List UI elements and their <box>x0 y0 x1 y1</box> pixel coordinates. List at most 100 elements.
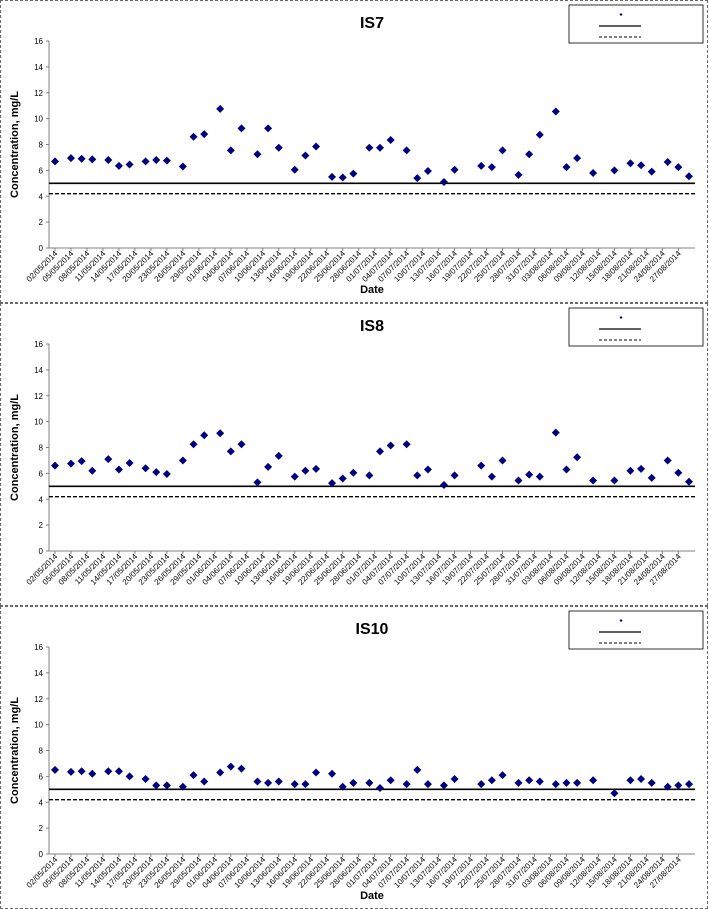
data-point <box>551 428 560 437</box>
data-point <box>312 142 321 151</box>
data-point <box>162 781 171 790</box>
y-tick-label: 16 <box>34 340 43 349</box>
data-point <box>647 167 656 176</box>
data-point <box>226 762 235 771</box>
data-point <box>589 168 598 177</box>
data-point <box>264 462 273 471</box>
data-point <box>237 764 246 773</box>
data-point <box>301 780 310 789</box>
data-point <box>66 154 75 163</box>
data-point <box>525 470 534 479</box>
y-axis-label: Concentration, mg/L <box>9 697 21 804</box>
data-point <box>88 769 97 778</box>
y-tick-label: 8 <box>39 141 44 150</box>
data-point <box>338 173 347 182</box>
data-point <box>141 774 150 783</box>
data-point <box>51 157 59 166</box>
data-point <box>264 778 273 787</box>
data-point <box>178 162 187 171</box>
data-point <box>290 165 299 174</box>
data-point <box>487 472 496 481</box>
data-point <box>189 440 198 449</box>
data-point <box>125 772 134 781</box>
data-point <box>450 471 459 480</box>
data-point <box>338 474 347 483</box>
y-tick-label: 6 <box>39 469 44 478</box>
chart-panel-is8: IS8 Concentration, mg/L 0 2 4 6 8 10 12 14 16 02/05… <box>0 303 708 606</box>
data-point <box>402 146 411 155</box>
data-point <box>328 769 337 778</box>
y-tick-label: 4 <box>39 192 44 201</box>
data-point <box>216 768 225 777</box>
y-tick-label: 14 <box>34 63 43 72</box>
data-point <box>450 774 459 783</box>
data-point <box>253 150 262 159</box>
data-point <box>525 776 534 785</box>
data-point <box>637 774 646 783</box>
data-point <box>104 455 113 464</box>
data-point <box>562 163 571 172</box>
data-point <box>375 784 384 793</box>
data-point <box>125 160 134 169</box>
data-point <box>562 778 571 787</box>
data-point <box>88 155 97 164</box>
data-point <box>439 481 448 490</box>
data-point <box>274 451 283 460</box>
data-point <box>189 771 198 780</box>
data-point <box>77 457 86 466</box>
data-point <box>535 130 544 139</box>
data-point <box>226 146 235 155</box>
y-tick-label: 16 <box>34 37 43 46</box>
data-point <box>365 778 374 787</box>
data-point <box>51 765 59 774</box>
data-point <box>162 156 171 165</box>
data-point <box>573 778 582 787</box>
data-point <box>349 169 358 178</box>
data-point <box>274 143 283 152</box>
y-tick-label: 0 <box>39 547 44 556</box>
data-point <box>152 156 161 165</box>
data-point <box>514 170 523 179</box>
y-tick-label: 8 <box>39 747 44 756</box>
data-point <box>114 161 123 170</box>
y-tick-label: 16 <box>34 643 43 652</box>
data-point <box>365 143 374 152</box>
data-point <box>386 441 395 450</box>
y-tick-label: 0 <box>39 244 44 253</box>
data-point <box>114 465 123 474</box>
y-tick-label: 14 <box>34 669 43 678</box>
data-point <box>200 130 209 139</box>
data-point <box>237 440 246 449</box>
data-point <box>498 146 507 155</box>
data-point <box>365 471 374 480</box>
data-point <box>477 461 486 470</box>
y-tick-label: 6 <box>39 166 44 175</box>
data-point <box>514 476 523 485</box>
data-point <box>439 781 448 790</box>
data-point <box>663 456 672 465</box>
data-point <box>51 461 59 470</box>
data-point <box>439 178 448 187</box>
data-point <box>423 167 432 176</box>
data-point <box>610 789 619 798</box>
data-point <box>162 470 171 479</box>
data-point <box>663 782 672 791</box>
data-point <box>551 107 560 116</box>
data-point <box>253 777 262 786</box>
data-point <box>525 150 534 159</box>
y-tick-label: 10 <box>34 418 43 427</box>
data-point <box>200 431 209 440</box>
data-point <box>685 477 693 486</box>
data-point <box>413 765 422 774</box>
data-point <box>328 479 337 488</box>
data-point <box>386 776 395 785</box>
data-point <box>551 780 560 789</box>
data-point <box>386 135 395 144</box>
chart-panel-is7: IS7 Concentration, mg/L 0 2 4 6 8 10 12 14 16 02/05… <box>0 0 708 303</box>
data-point <box>301 151 310 160</box>
data-point <box>450 165 459 174</box>
data-point <box>514 778 523 787</box>
y-axis-label: Concentration, mg/L <box>9 394 21 501</box>
data-point <box>274 777 283 786</box>
